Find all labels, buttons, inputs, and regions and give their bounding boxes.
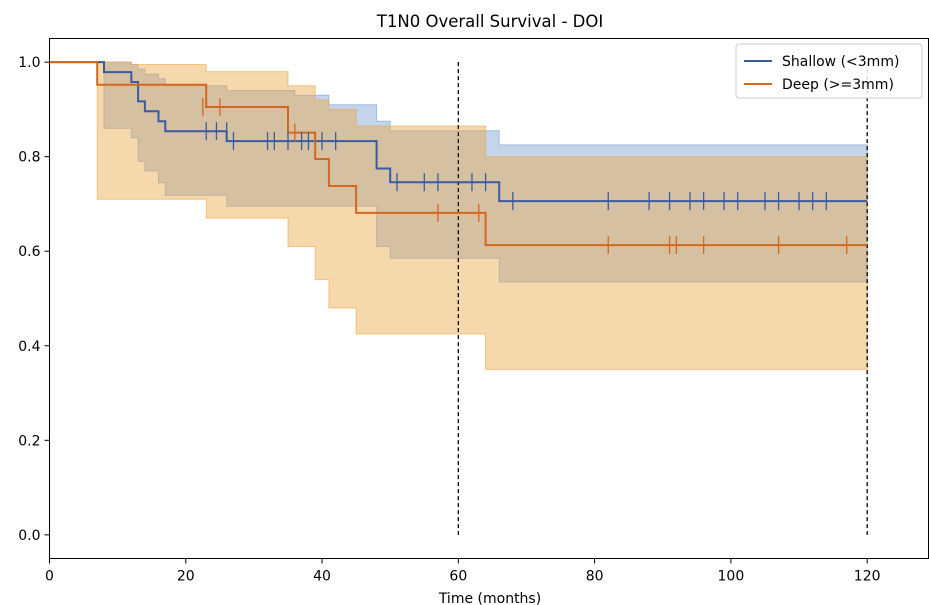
x-tick-label-6: 120 [854,569,881,585]
legend-box [735,43,923,99]
y-tick-label-2: 0.4 [18,339,40,355]
legend-label-deep: Deep (>=3mm) [782,77,894,93]
survival-curves [49,61,868,247]
reference-lines [457,62,868,535]
x-tick-label-2: 40 [313,569,331,585]
x-axis-label: Time (months) [438,591,541,605]
censor-marks [202,98,848,255]
y-tick-label-0: 0.0 [18,528,40,544]
survival-line-0 [49,61,868,203]
confidence-bands [49,61,868,370]
x-axis: 0 20 40 60 80 100 120 [45,558,881,585]
x-tick-label-5: 100 [718,569,745,585]
ci-band-0 [49,61,868,283]
legend-label-shallow: Shallow (<3mm) [782,54,899,70]
y-tick-label-4: 0.8 [18,150,40,166]
x-tick-label-3: 60 [449,569,467,585]
y-tick-label-5: 1.0 [18,55,40,71]
x-tick-label-0: 0 [45,569,54,585]
y-tick-label-1: 0.2 [18,433,40,449]
x-tick-label-4: 80 [586,569,604,585]
legend: Shallow (<3mm) Deep (>=3mm) [735,43,923,99]
chart-title: T1N0 Overall Survival - DOI [376,12,603,31]
y-tick-label-3: 0.6 [18,244,40,260]
survival-line-1 [49,61,868,247]
x-tick-label-1: 20 [177,569,195,585]
y-axis: 0.0 0.2 0.4 0.6 0.8 1.0 [18,55,50,544]
